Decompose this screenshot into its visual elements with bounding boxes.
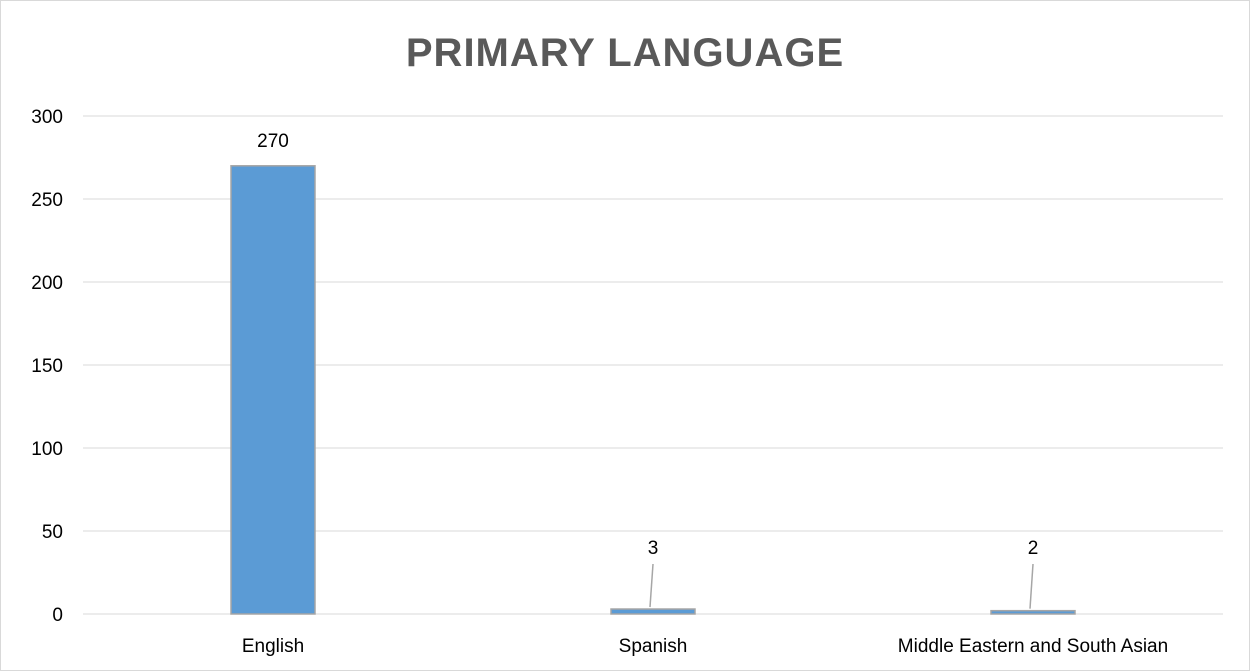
y-tick-label: 50 <box>42 522 63 543</box>
x-axis-categories: English Spanish Middle Eastern and South A… <box>242 636 1168 657</box>
y-tick-label: 100 <box>31 439 63 460</box>
data-labels: 270 3 2 <box>257 131 1038 559</box>
bar-middle-eastern-and-south-asian <box>990 609 1076 615</box>
leader-line <box>1029 563 1034 609</box>
x-category-label: English <box>242 636 304 657</box>
data-label: 2 <box>1028 538 1039 559</box>
x-category-label: Middle Eastern and South Asian <box>898 636 1168 657</box>
y-tick-label: 200 <box>31 273 63 294</box>
bar-english <box>230 165 316 615</box>
bar-spanish <box>610 608 696 615</box>
bars <box>230 165 1076 615</box>
y-tick-label: 300 <box>31 107 63 128</box>
data-label: 3 <box>648 538 659 559</box>
leader-lines <box>649 563 1034 609</box>
x-category-label: Spanish <box>619 636 688 657</box>
leader-line <box>649 563 654 608</box>
y-tick-label: 250 <box>31 190 63 211</box>
y-tick-label: 0 <box>52 605 63 626</box>
data-label: 270 <box>257 131 289 152</box>
y-axis-ticks: 0 50 100 150 200 250 300 <box>31 107 63 626</box>
y-tick-label: 150 <box>31 356 63 377</box>
chart-title: PRIMARY LANGUAGE <box>405 31 845 75</box>
